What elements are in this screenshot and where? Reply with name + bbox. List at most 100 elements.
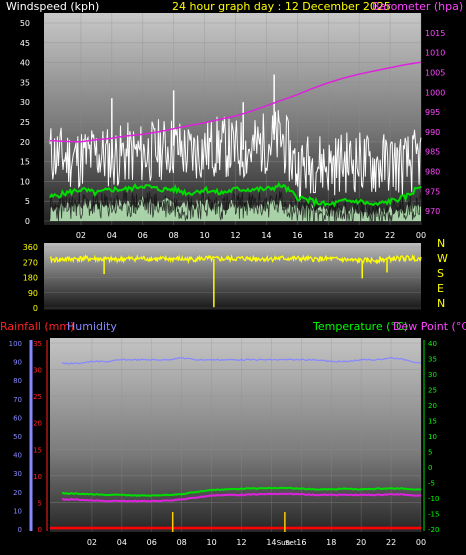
wind-x-tick-label: 16 <box>292 231 302 240</box>
barometer-axis-title: Barometer (hpa) <box>372 0 463 13</box>
climate-x-tick-label: 06 <box>147 538 157 547</box>
windspeed-tick-label: 25 <box>20 118 30 127</box>
wind-x-tick-label: 14 <box>261 231 271 240</box>
chart-date-title: 24 hour graph day : 12 December 2025 <box>172 0 391 13</box>
wind-x-tick-label: 00 <box>416 231 426 240</box>
windspeed-tick-label: 45 <box>20 39 30 48</box>
rainfall-tick-label: 20 <box>33 420 42 428</box>
wind-x-tick-label: 02 <box>76 231 86 240</box>
barometer-line <box>49 61 422 143</box>
temperature-tick-label: -20 <box>428 526 439 534</box>
rainfall-tick-label: 5 <box>38 499 42 507</box>
barometer-tick-label: 975 <box>425 187 440 196</box>
climate-panel-background <box>50 338 421 532</box>
wind-panel-series <box>49 61 422 222</box>
direction-tick-labels: 0 90 180 270 360 <box>23 243 38 313</box>
direction-tick-label: 180 <box>23 274 38 283</box>
barometer-tick-label: 985 <box>425 148 440 157</box>
humidity-tick-label: 80 <box>13 377 22 385</box>
humidity-tick-label: 70 <box>13 396 22 404</box>
climate-x-tick-label: 00 <box>416 538 426 547</box>
windspeed-tick-label: 50 <box>20 19 30 28</box>
temperature-axis-title: Temperature (°C) <box>312 320 408 333</box>
rainfall-tick-labels: 0 5 10 15 20 25 30 35 <box>33 340 42 534</box>
humidity-tick-label: 100 <box>9 340 22 348</box>
windspeed-tick-label: 20 <box>20 138 30 147</box>
rainfall-axis-title: Rainfall (mm) <box>0 320 74 333</box>
windspeed-tick-label: 15 <box>20 158 30 167</box>
humidity-tick-labels: 0 10 20 30 40 50 60 70 80 90 100 <box>9 340 22 534</box>
humidity-tick-label: 0 <box>18 526 22 534</box>
rainfall-tick-label: 10 <box>33 473 42 481</box>
humidity-tick-label: 90 <box>13 359 22 367</box>
windspeed-tick-label: 10 <box>20 177 30 186</box>
wind-x-tick-label: 04 <box>107 231 117 240</box>
windspeed-axis-title: Windspeed (kph) <box>6 0 99 13</box>
barometer-tick-label: 995 <box>425 108 440 117</box>
temperature-tick-label: 5 <box>428 449 432 457</box>
windspeed-tick-label: 5 <box>25 197 30 206</box>
humidity-tick-label: 60 <box>13 414 22 422</box>
climate-x-tick-label: 18 <box>326 538 336 547</box>
wind-panel-x-tick-labels: 02 04 06 08 10 12 14 16 18 20 22 00 <box>76 231 426 240</box>
temperature-tick-label: 0 <box>428 464 432 472</box>
wind-average-line <box>49 181 422 208</box>
direction-tick-label: 0 <box>33 304 38 313</box>
wind-x-tick-label: 08 <box>169 231 179 240</box>
direction-tick-label: 360 <box>23 243 38 252</box>
barometer-tick-label: 1005 <box>425 69 445 78</box>
temperature-tick-labels: -20 -15 -10 -5 0 5 10 15 20 25 30 35 40 <box>428 340 439 534</box>
barometer-tick-label: 970 <box>425 207 440 216</box>
climate-panel-series <box>50 356 422 530</box>
barometer-tick-label: 1015 <box>425 29 445 38</box>
humidity-line <box>61 356 422 365</box>
climate-x-tick-label: 08 <box>177 538 187 547</box>
temperature-tick-label: 20 <box>428 402 437 410</box>
barometer-tick-label: 980 <box>425 168 440 177</box>
direction-panel-background <box>44 243 421 310</box>
wind-x-tick-label: 20 <box>354 231 364 240</box>
windspeed-tick-label: 40 <box>20 59 30 68</box>
climate-x-tick-label: 14 <box>266 538 276 547</box>
sun-marker-label: Set <box>285 539 297 547</box>
wind-direction-line <box>49 254 422 265</box>
temperature-line <box>61 486 422 498</box>
compass-label: N <box>437 237 445 250</box>
rainfall-tick-label: 30 <box>33 367 42 375</box>
barometer-tick-label: 1010 <box>425 49 445 58</box>
temperature-tick-label: 10 <box>428 433 437 441</box>
direction-tick-label: 90 <box>28 289 38 298</box>
compass-label: N <box>437 297 445 310</box>
dewpoint-line <box>61 492 422 503</box>
rainfall-tick-label: 25 <box>33 393 42 401</box>
humidity-tick-label: 20 <box>13 489 22 497</box>
humidity-tick-label: 40 <box>13 452 22 460</box>
wind-x-tick-label: 22 <box>385 231 395 240</box>
humidity-axis-title: Humidity <box>67 320 117 333</box>
compass-label: W <box>437 252 448 265</box>
wind-x-tick-label: 12 <box>230 231 240 240</box>
climate-x-tick-label: 02 <box>87 538 97 547</box>
climate-x-tick-label: 20 <box>356 538 366 547</box>
windspeed-tick-label: 0 <box>25 217 30 226</box>
temperature-tick-label: -10 <box>428 495 439 503</box>
climate-panel-x-tick-labels: 02 04 06 08 10 12 14 16 18 20 22 00 <box>87 538 426 547</box>
climate-x-tick-label: 16 <box>296 538 306 547</box>
wind-x-tick-label: 18 <box>323 231 333 240</box>
temperature-tick-label: 35 <box>428 356 437 364</box>
rainfall-tick-label: 15 <box>33 446 42 454</box>
direction-panel-grid <box>44 246 421 309</box>
rainfall-tick-label: 35 <box>33 340 42 348</box>
climate-x-tick-label: 22 <box>386 538 396 547</box>
windspeed-tick-label: 30 <box>20 98 30 107</box>
compass-label: E <box>437 282 444 295</box>
windspeed-tick-labels: 0 5 10 15 20 25 30 35 40 45 50 <box>20 19 30 226</box>
compass-label: S <box>437 267 444 280</box>
climate-x-tick-label: 12 <box>236 538 246 547</box>
barometer-tick-label: 1000 <box>425 88 445 97</box>
windspeed-tick-label: 35 <box>20 78 30 87</box>
temperature-tick-label: 40 <box>428 340 437 348</box>
